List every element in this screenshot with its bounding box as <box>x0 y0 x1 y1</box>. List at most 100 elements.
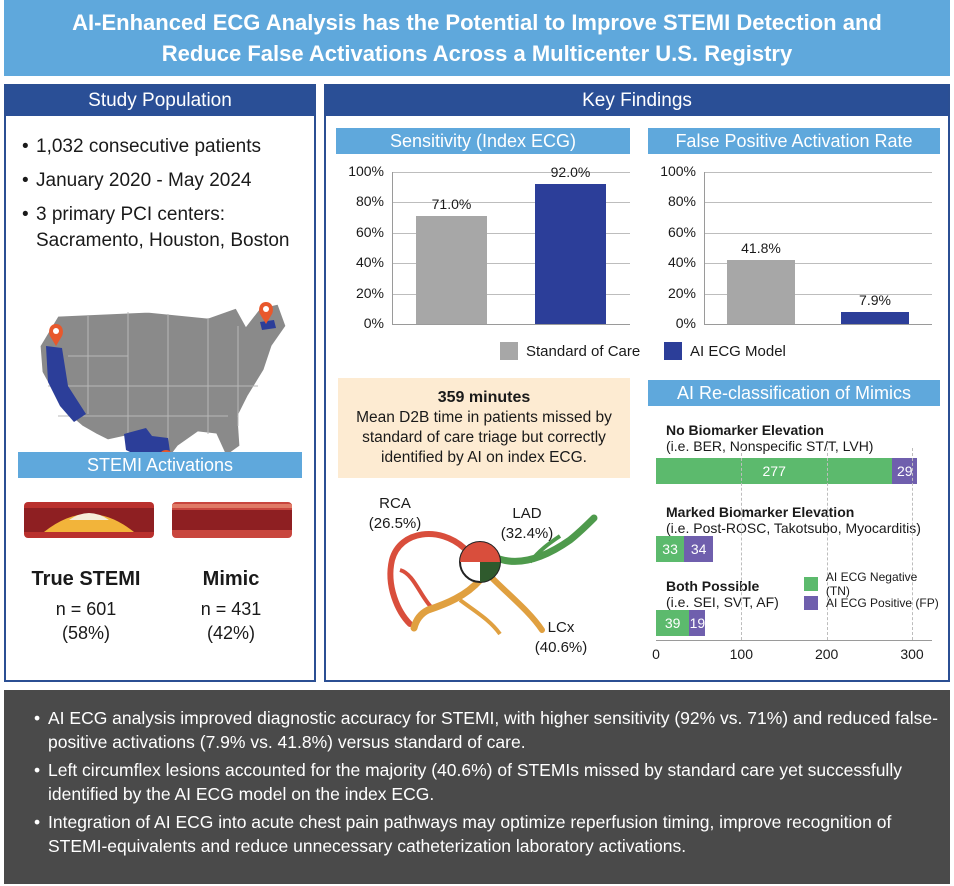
true-stemi-pct: (58%) <box>61 623 110 643</box>
x-tick-label: 100 <box>729 646 753 662</box>
california-highlight <box>46 346 86 422</box>
legend-label: AI ECG Negative (TN) <box>825 570 918 598</box>
gridline <box>392 172 630 173</box>
mimic-pct: (42%) <box>206 623 255 643</box>
gridline <box>392 232 630 234</box>
x-axis <box>704 324 932 325</box>
legend-swatch <box>804 596 818 610</box>
true-stemi-group: True STEMI n = 601 (58%) <box>16 568 156 645</box>
gridline <box>392 263 630 265</box>
stacked-bar-tn: 39 <box>656 610 690 636</box>
x-tick-label: 300 <box>900 646 924 662</box>
rca-segment <box>460 542 480 562</box>
legend-label-ai: AI ECG Model <box>690 342 786 360</box>
y-tick-label: 60% <box>667 223 696 240</box>
lcx-pct: (40.6%) <box>534 639 588 656</box>
sensitivity-chart: 0% 20% 40% 60% 80% 100% 71.0% 92.0% <box>340 163 640 336</box>
true-stemi-label: True STEMI <box>31 568 141 590</box>
takeaways-box: • AI ECG analysis improved diagnostic acc… <box>4 690 950 884</box>
us-map-outline <box>39 303 287 465</box>
lad-label: LAD (32.4%) <box>492 504 562 544</box>
bullet-text: January 2020 - May 2024 <box>36 170 252 191</box>
lad-name: LAD <box>512 505 542 522</box>
rca-name: RCA <box>379 495 411 512</box>
stacked-bar-fp: 34 <box>684 536 714 562</box>
gridline <box>826 448 828 640</box>
reclassification-chart-title: AI Re-classification of Mimics <box>648 380 940 406</box>
y-tick-label: 60% <box>355 223 384 240</box>
d2b-line-2: standard of care triage but correctly <box>362 429 606 446</box>
takeaway-text: Integration of AI ECG into acute chest p… <box>48 812 892 856</box>
bar-value-label: 71.0% <box>431 196 472 213</box>
gridline <box>704 172 932 173</box>
legend-ai-negative-tn: AI ECG Negative (TN) <box>804 570 944 598</box>
normal-artery-icon <box>172 502 292 538</box>
takeaway-item: • Left circumflex lesions accounted for t… <box>34 758 940 806</box>
lcx-name: LCx <box>547 619 575 636</box>
stacked-bar-tn: 277 <box>656 458 893 484</box>
y-tick-label: 0% <box>675 315 696 331</box>
category-subtitle: (i.e. SEI, SVT, AF) <box>666 594 779 610</box>
mimic-group: Mimic n = 431 (42%) <box>166 568 296 645</box>
mimic-count: n = 431 <box>200 599 262 619</box>
bullet-text: 3 primary PCI centers: Sacramento, Housto… <box>36 202 289 254</box>
x-tick-label: 200 <box>814 646 839 662</box>
lad-branch <box>528 534 562 564</box>
legend-ai-positive-fp: AI ECG Positive (FP) <box>804 596 939 610</box>
mimic-label: Mimic <box>202 568 260 590</box>
gridline <box>704 293 932 295</box>
y-tick-label: 100% <box>348 163 384 179</box>
category-title: Both Possible <box>666 578 760 594</box>
y-tick-label: 20% <box>667 284 696 301</box>
stacked-bar-fp: 19 <box>689 610 706 636</box>
y-tick-label: 80% <box>667 193 696 210</box>
study-population-heading: Study Population <box>6 86 314 116</box>
legend-label: AI ECG Positive (FP) <box>826 596 939 610</box>
us-state-lines <box>48 312 258 446</box>
title-line-2: Reduce False Activations Across a Multic… <box>161 41 793 66</box>
title-line-1: AI-Enhanced ECG Analysis has the Potenti… <box>72 10 882 35</box>
lcx-branch-1 <box>487 573 545 633</box>
y-axis <box>392 172 393 324</box>
legend-ai-ecg-model: AI ECG Model <box>664 342 786 360</box>
category-title: No Biomarker Elevation <box>666 422 824 438</box>
bar-ai-ecg-model <box>534 184 607 324</box>
gridline <box>704 263 932 265</box>
plaque-artery-icon <box>24 502 154 538</box>
bar-standard-of-care <box>726 260 796 324</box>
rca-branch <box>399 568 434 610</box>
takeaway-text: Left circumflex lesions accounted for th… <box>48 760 902 804</box>
d2b-line-3: identified by AI on index ECG. <box>381 449 587 466</box>
x-tick-label: 0 <box>652 646 660 662</box>
false-positive-chart-title: False Positive Activation Rate <box>648 128 940 154</box>
y-tick-label: 100% <box>660 163 696 179</box>
rca-pct: (26.5%) <box>368 515 422 532</box>
rca-label: RCA (26.5%) <box>360 494 430 534</box>
bullet-dates: • January 2020 - May 2024 <box>22 164 289 198</box>
legend-swatch-ai <box>664 342 682 360</box>
stemi-activations-heading: STEMI Activations <box>18 452 302 478</box>
bar-ai-ecg-model <box>840 311 910 324</box>
lad-vessel <box>488 514 598 565</box>
rca-vessel <box>387 531 467 627</box>
bar-value-label: 41.8% <box>741 240 781 257</box>
study-population-panel: Study Population • 1,032 consecutive pati… <box>4 84 316 682</box>
massachusetts-highlight <box>260 320 276 330</box>
title-banner: AI-Enhanced ECG Analysis has the Potenti… <box>4 0 950 76</box>
legend-swatch <box>804 577 818 591</box>
pin-icon <box>49 324 63 346</box>
stacked-bar-fp: 29 <box>892 458 918 484</box>
pin-icon <box>259 302 273 324</box>
bullet-centers-list: Sacramento, Houston, Boston <box>36 230 290 251</box>
category-subtitle: (i.e. Post-ROSC, Takotsubo, Myocarditis) <box>666 520 921 536</box>
key-findings-heading: Key Findings <box>326 86 948 116</box>
x-axis <box>656 640 932 641</box>
legend-label-soc: Standard of Care <box>526 342 641 360</box>
category-title: Marked Biomarker Elevation <box>666 504 855 520</box>
y-tick-label: 20% <box>355 284 384 301</box>
reclassification-chart: No Biomarker Elevation (i.e. BER, Nonspec… <box>640 414 944 668</box>
lcx-label: LCx (40.6%) <box>526 618 596 658</box>
d2b-value: 359 minutes <box>437 389 531 406</box>
y-tick-label: 40% <box>667 254 696 271</box>
study-population-bullets: • 1,032 consecutive patients • January 202… <box>22 130 289 254</box>
